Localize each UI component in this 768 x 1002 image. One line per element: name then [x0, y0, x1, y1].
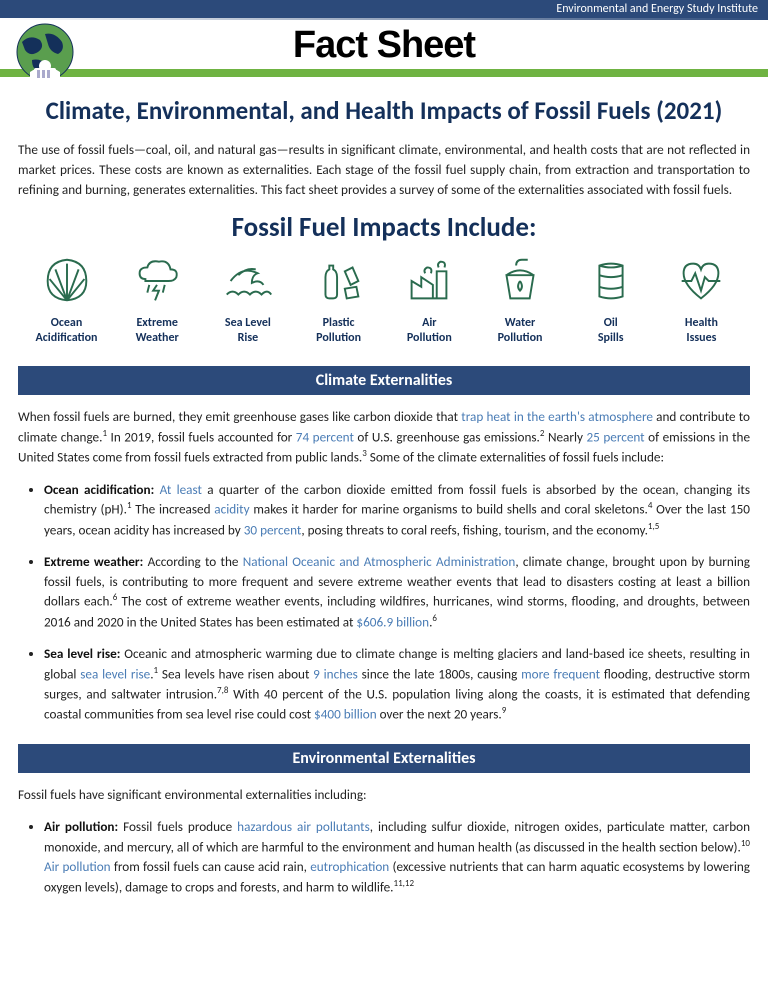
text: According to the [148, 553, 243, 570]
env-bullets: Air pollution: Fossil fuels produce haza… [18, 817, 750, 897]
impact-label: Plastic [323, 316, 355, 330]
impact-health: HealthIssues [659, 252, 744, 346]
citation: 1,5 [648, 521, 659, 532]
impact-plastic: PlasticPollution [296, 252, 381, 346]
env-intro: Fossil fuels have significant environmen… [18, 785, 750, 805]
citation: 10 [741, 838, 750, 849]
text: When fossil fuels are burned, they emit … [18, 408, 461, 425]
impact-ocean-acidification: OceanAcidification [24, 252, 109, 346]
section-environmental: Environmental Externalities [18, 744, 750, 773]
text: over the next 20 years. [377, 705, 502, 722]
link-606-billion[interactable]: $606.9 billion [356, 613, 429, 630]
bullet-title: Air pollution: [44, 818, 123, 835]
text: Sea levels have risen about [158, 665, 313, 682]
storm-icon [128, 252, 186, 310]
impact-sea-level: Sea LevelRise [205, 252, 290, 346]
impact-label: Oil [604, 316, 618, 330]
impact-oil: OilSpills [568, 252, 653, 346]
impact-label: Air [422, 316, 436, 330]
impact-label: Pollution [407, 331, 452, 345]
globe-logo-icon [10, 22, 80, 92]
banner-title: Fact Sheet [293, 24, 475, 67]
impact-label: Acidification [36, 331, 98, 345]
impacts-icon-row: OceanAcidification ExtremeWeather Sea Le… [18, 252, 750, 346]
intro-paragraph: The use of fossil fuels—coal, oil, and n… [18, 140, 750, 199]
impact-water: WaterPollution [478, 252, 563, 346]
citation: 11,12 [394, 878, 415, 889]
factory-icon [400, 252, 458, 310]
impact-label: Pollution [316, 331, 361, 345]
text: The increased [132, 501, 215, 518]
plastic-icon [310, 252, 368, 310]
wave-icon [219, 252, 277, 310]
link-25-percent[interactable]: 25 percent [586, 429, 644, 446]
impact-label: Health [685, 316, 718, 330]
impact-label: Rise [238, 331, 259, 345]
link-noaa[interactable]: National Oceanic and Atmospheric Adminis… [243, 553, 516, 570]
org-name: Environmental and Energy Study Institute [0, 0, 768, 18]
text: of U.S. greenhouse gas emissions. [354, 429, 540, 446]
bullet-sea: Sea level rise: Oceanic and atmospheric … [44, 644, 750, 724]
link-sea-level-rise[interactable]: sea level rise [80, 665, 150, 682]
link-air-pollution[interactable]: Air pollution [44, 858, 111, 875]
citation: 7,8 [217, 685, 228, 696]
link-more-frequent[interactable]: more frequent [521, 665, 600, 682]
impact-label: Extreme [136, 316, 178, 330]
bullet-air: Air pollution: Fossil fuels produce haza… [44, 817, 750, 897]
citation: 9 [502, 705, 507, 716]
citation: 6 [432, 613, 437, 624]
impact-label: Water [505, 316, 536, 330]
bullet-title: Ocean acidification: [44, 481, 160, 498]
impact-label: Sea Level [225, 316, 271, 330]
impact-extreme-weather: ExtremeWeather [115, 252, 200, 346]
link-at-least[interactable]: At least [160, 481, 202, 498]
content: Climate, Environmental, and Health Impac… [0, 95, 768, 919]
bullet-title: Extreme weather: [44, 553, 148, 570]
link-hazardous[interactable]: hazardous air pollutants [237, 818, 370, 835]
impact-label: Ocean [51, 316, 83, 330]
impact-air: AirPollution [387, 252, 472, 346]
text: In 2019, fossil fuels accounted for [107, 429, 296, 446]
climate-intro: When fossil fuels are burned, they emit … [18, 407, 750, 467]
text: from fossil fuels can cause acid rain, [111, 858, 311, 875]
impact-label: Issues [686, 331, 716, 345]
text: Nearly [544, 429, 586, 446]
link-eutrophication[interactable]: eutrophication [310, 858, 389, 875]
bucket-icon [491, 252, 549, 310]
impact-label: Spills [598, 331, 624, 345]
link-400-billion[interactable]: $400 billion [314, 705, 377, 722]
impact-label: Weather [136, 331, 179, 345]
climate-bullets: Ocean acidification: At least a quarter … [18, 480, 750, 725]
page-title: Climate, Environmental, and Health Impac… [18, 95, 750, 126]
header: Environmental and Energy Study Institute… [0, 0, 768, 77]
section-climate: Climate Externalities [18, 366, 750, 395]
barrel-icon [582, 252, 640, 310]
link-74-percent[interactable]: 74 percent [296, 429, 354, 446]
bullet-ocean: Ocean acidification: At least a quarter … [44, 480, 750, 540]
text: Fossil fuels produce [123, 818, 237, 835]
bullet-weather: Extreme weather: According to the Nation… [44, 552, 750, 632]
impact-label: Pollution [498, 331, 543, 345]
link-30-percent[interactable]: 30 percent [244, 521, 302, 538]
text: since the late 1800s, causing [358, 665, 521, 682]
heart-pulse-icon [672, 252, 730, 310]
link-trap-heat[interactable]: trap heat in the earth's atmosphere [461, 408, 653, 425]
link-9-inches[interactable]: 9 inches [313, 665, 358, 682]
text: , posing threats to coral reefs, fishing… [301, 521, 648, 538]
link-acidity[interactable]: acidity [214, 501, 249, 518]
text: Some of the climate externalities of fos… [367, 449, 664, 466]
impacts-heading: Fossil Fuel Impacts Include: [18, 211, 750, 244]
text: makes it harder for marine organisms to … [250, 501, 648, 518]
shell-icon [38, 252, 96, 310]
bullet-title: Sea level rise: [44, 645, 124, 662]
